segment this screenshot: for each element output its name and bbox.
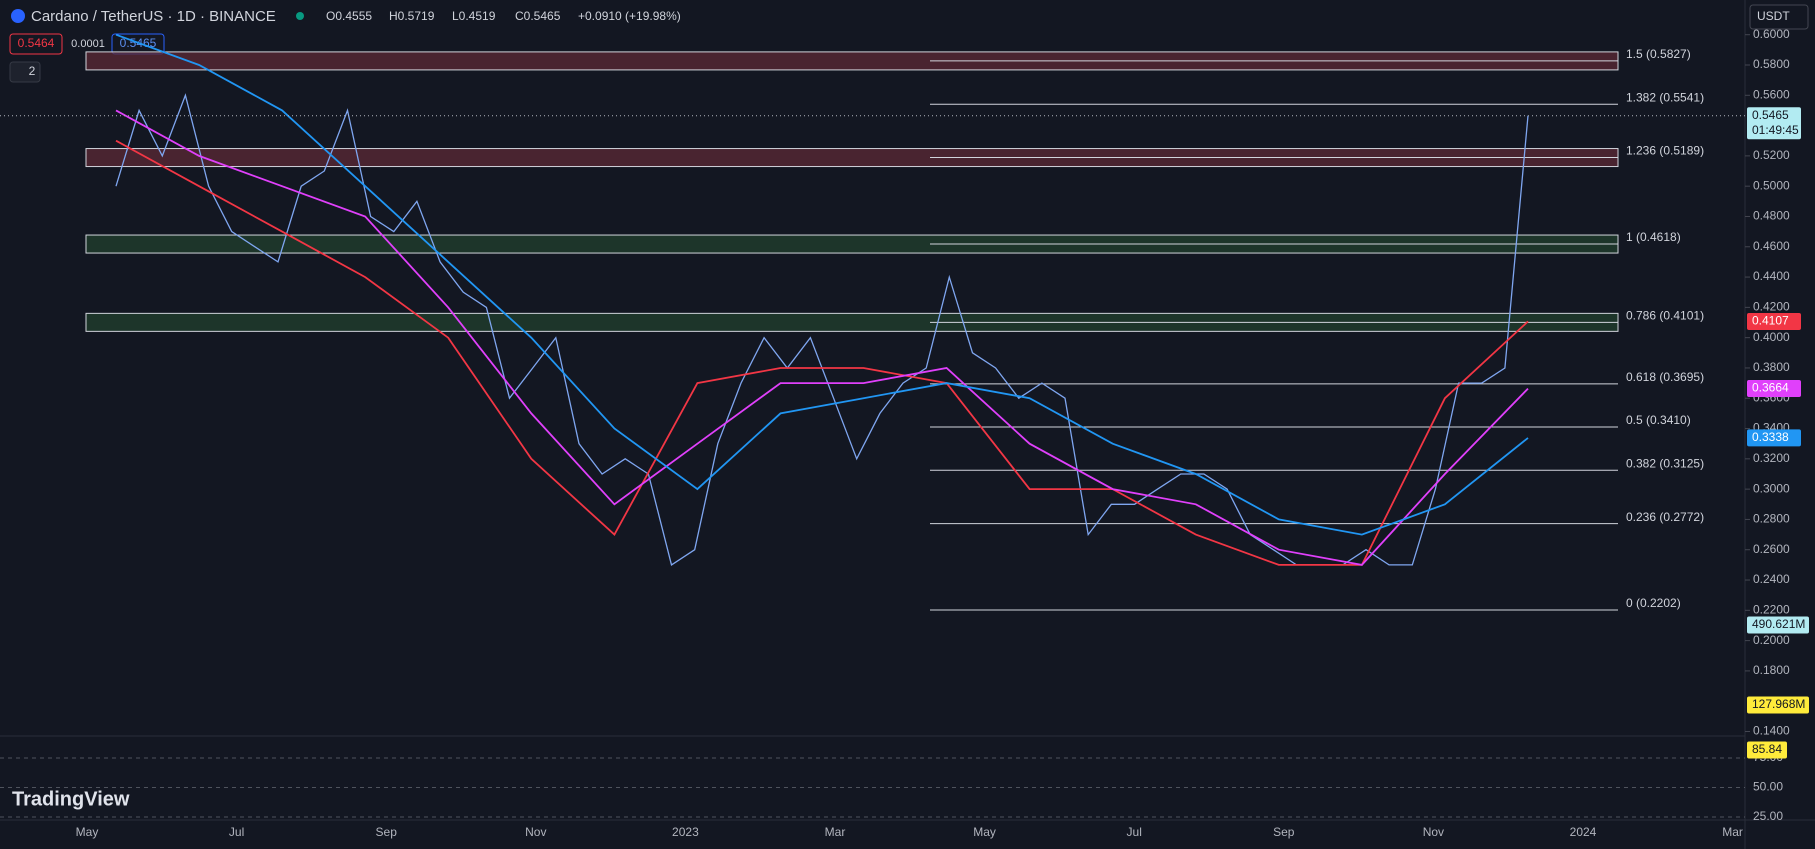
y-tick-label: 0.5200 (1753, 148, 1790, 162)
y-tick-label: 0.4000 (1753, 330, 1790, 344)
price-marker (1747, 380, 1801, 398)
y-tick-label: 0.1800 (1753, 663, 1790, 677)
y-tick-label: 0.6000 (1753, 27, 1790, 41)
x-tick-label: Jul (1127, 825, 1142, 839)
x-tick-label: Nov (525, 825, 546, 839)
y-tick-label: 0.3000 (1753, 481, 1790, 495)
price-marker (1747, 312, 1801, 330)
x-tick-label: Mar (1722, 825, 1743, 839)
y-tick-label: 0.5000 (1753, 178, 1790, 192)
fib-label: 0.786 (0.4101) (1626, 309, 1704, 323)
volume-marker (1747, 696, 1809, 714)
symbol: Cardano / TetherUS · 1D · BINANCE (31, 8, 276, 25)
price-marker-label: 0.5465 (1752, 108, 1789, 122)
x-tick-label: May (76, 825, 99, 839)
sell-box[interactable] (9, 33, 63, 55)
x-tick-label: Mar (825, 825, 846, 839)
y-tick-label: 0.4800 (1753, 209, 1790, 223)
fib-label: 0.382 (0.3125) (1626, 456, 1704, 470)
ohlc-high: H0.5719 (389, 9, 435, 23)
status-dot (296, 12, 304, 20)
fib-label: 1.236 (0.5189) (1626, 144, 1704, 158)
fib-label: 1.382 (0.5541) (1626, 90, 1704, 104)
x-tick-label: 2024 (1570, 825, 1597, 839)
y-tick-label: 0.1400 (1753, 724, 1790, 738)
x-tick-label: Jul (229, 825, 244, 839)
y-tick-label: 0.5800 (1753, 57, 1790, 71)
x-tick-label: 2023 (672, 825, 699, 839)
y-tick-label: 0.5600 (1753, 87, 1790, 101)
y-tick-label: 0.3200 (1753, 451, 1790, 465)
volume-label: 127.968M (1752, 697, 1805, 711)
countdown: 01:49:45 (1752, 123, 1799, 137)
x-tick-label: Sep (376, 825, 398, 839)
fib-label: 1.5 (0.5827) (1626, 47, 1691, 61)
fib-label: 0.236 (0.2772) (1626, 510, 1704, 524)
rsi-label: 85.84 (1752, 742, 1782, 756)
y-tick-label: 0.2200 (1753, 602, 1790, 616)
logo: TradingView (12, 788, 130, 810)
y-tick-label: 0.2600 (1753, 542, 1790, 556)
price-marker-label: 0.4107 (1752, 314, 1789, 328)
price-marker (1747, 107, 1801, 140)
symbol-icon (11, 9, 25, 23)
y-tick-label: 0.2400 (1753, 572, 1790, 586)
y-tick-label: 0.4400 (1753, 269, 1790, 283)
price-marker (1747, 429, 1801, 447)
rsi-marker (1747, 741, 1787, 759)
ohlc-close: C0.5465 (515, 9, 561, 23)
volume-marker (1747, 616, 1809, 634)
moving-average (115, 33, 1529, 536)
sell-price: 0.5464 (18, 36, 55, 50)
currency: USDT (1757, 9, 1790, 23)
moving-average (115, 139, 1529, 566)
fib-label: 1 (0.4618) (1626, 230, 1681, 244)
rsi-tick-label: 25.00 (1753, 809, 1783, 823)
rsi-tick-label: 50.00 (1753, 780, 1783, 794)
fib-label: 0.5 (0.3410) (1626, 413, 1691, 427)
indicators-count: 2 (29, 64, 36, 78)
price-marker-label: 0.3338 (1752, 430, 1789, 444)
y-tick-label: 0.2800 (1753, 512, 1790, 526)
ohlc-open: O0.4555 (326, 9, 372, 23)
moving-average (115, 109, 1529, 566)
volume-label: 490.621M (1752, 617, 1805, 631)
y-tick-label: 0.4200 (1753, 300, 1790, 314)
x-tick-label: Nov (1423, 825, 1444, 839)
x-tick-label: Sep (1273, 825, 1295, 839)
y-tick-label: 0.2000 (1753, 633, 1790, 647)
currency-select[interactable] (1749, 4, 1809, 30)
fib-label: 0 (0.2202) (1626, 596, 1681, 610)
price-marker-label: 0.3664 (1752, 381, 1789, 395)
y-tick-label: 0.3800 (1753, 360, 1790, 374)
y-tick-label: 0.4600 (1753, 239, 1790, 253)
fib-label: 0.618 (0.3695) (1626, 370, 1704, 384)
ohlc-change: +0.0910 (+19.98%) (578, 9, 681, 23)
x-tick-label: May (973, 825, 996, 839)
spread: 0.0001 (71, 38, 105, 50)
ohlc-low: L0.4519 (452, 9, 496, 23)
indicators-toggle[interactable] (9, 61, 41, 83)
